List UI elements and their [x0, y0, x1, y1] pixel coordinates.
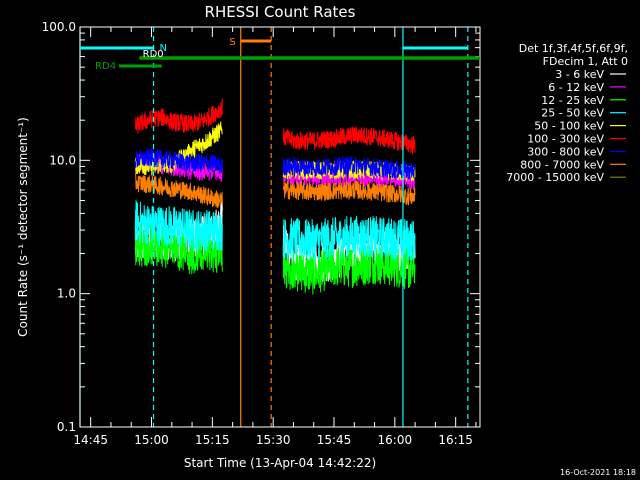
- axes-layer: [79, 26, 481, 428]
- ticks-layer: 0.1 1.0 10.0 100.0 14:45 15:00 15:15 15:30 15:45…: [42, 20, 480, 447]
- series-5-segment-1: [282, 126, 416, 155]
- legend-entry-label-5: 100 - 300 keV: [527, 133, 604, 146]
- timestamp: 16-Oct-2021 18:18: [560, 468, 636, 477]
- x-tick-label-6: 16:15: [438, 433, 473, 447]
- legend-entry-label-1: 6 - 12 keV: [548, 81, 604, 94]
- series-7-segment-1: [282, 180, 416, 206]
- x-tick-label-0: 14:45: [73, 433, 108, 447]
- chart-title: RHESSI Count Rates: [205, 3, 356, 21]
- x-axis-label: Start Time (13-Apr-04 14:42:22): [184, 456, 376, 470]
- x-tick-label-5: 16:00: [378, 433, 413, 447]
- series-6-segment-0: [134, 148, 223, 174]
- y-tick-label-2: 10.0: [49, 153, 76, 167]
- flag-label-rd0: RD0: [143, 49, 164, 60]
- legend-entry-label-2: 12 - 25 keV: [541, 94, 604, 107]
- y-tick-label-3: 100.0: [42, 20, 76, 34]
- x-tick-label-3: 15:30: [256, 433, 291, 447]
- series-2-segment-1: [282, 244, 416, 295]
- legend-entry-label-6: 300 - 800 keV: [527, 145, 604, 158]
- y-axis-label: Count Rate (s⁻¹ detector segment⁻¹): [16, 117, 30, 337]
- x-tick-label-2: 15:15: [195, 433, 230, 447]
- series-3-segment-1: [282, 215, 416, 262]
- series-7-segment-0: [134, 173, 223, 209]
- legend-entry-label-0: 3 - 6 keV: [555, 68, 604, 81]
- legend-entry-label-4: 50 - 100 keV: [534, 120, 604, 133]
- legend-header-detectors: Det 1f,3f,4f,5f,6f,9f,: [519, 42, 628, 55]
- series-3-segment-0: [134, 199, 223, 252]
- y-tick-label-1: 1.0: [57, 287, 76, 301]
- legend-entry-label-3: 25 - 50 keV: [541, 107, 604, 120]
- series-5-segment-0: [134, 98, 223, 134]
- legend-entry-label-7: 800 - 7000 keV: [520, 158, 604, 171]
- legend-header-decimation: FDecim 1, Att 0: [543, 55, 628, 68]
- legend: Det 1f,3f,4f,5f,6f,9f, FDecim 1, Att 0 3…: [506, 42, 628, 184]
- flag-label-night: N: [160, 43, 167, 54]
- legend-entry-label-8: 7000 - 15000 keV: [506, 171, 604, 184]
- plot-frame: [79, 26, 481, 428]
- series-6-segment-1: [282, 156, 416, 180]
- x-tick-label-4: 15:45: [317, 433, 352, 447]
- flag-label-rd4: RD4: [95, 61, 116, 72]
- y-tick-label-0: 0.1: [57, 420, 76, 434]
- x-tick-label-1: 15:00: [134, 433, 169, 447]
- flag-label-saa: S: [229, 37, 235, 48]
